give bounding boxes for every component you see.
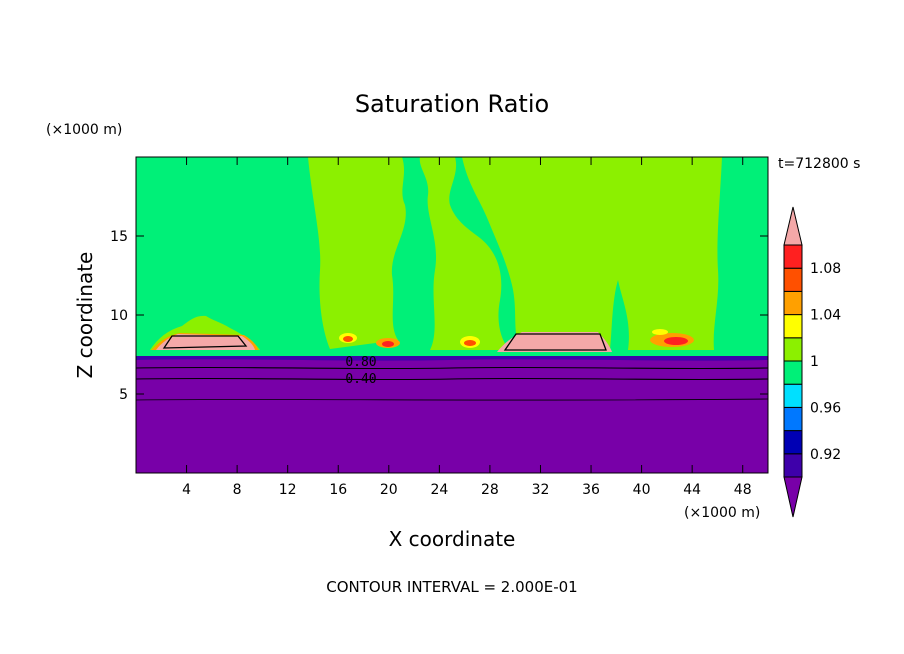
x-tick-label: 4 [182, 482, 191, 498]
colorbar-bin [783, 383, 803, 408]
contour-label-040: 0.40 [345, 372, 376, 387]
y-tick-label: 15 [110, 229, 128, 245]
moist-plume-right [462, 157, 722, 350]
contour-labels: 0.80 0.40 [345, 355, 376, 387]
x-tick-label: 20 [380, 482, 398, 498]
colorbar-bin [783, 360, 803, 385]
y-tick-label: 5 [119, 387, 128, 403]
colorbar-arrow-bottom [783, 476, 803, 518]
contour-interval-note: CONTOUR INTERVAL = 2.000E-01 [326, 578, 577, 596]
turbulent-cells [339, 329, 694, 348]
moist-plume-left [308, 157, 406, 349]
colorbar-bin [783, 453, 803, 478]
x-tick-label: 28 [481, 482, 499, 498]
colorbar-label: 1.08 [810, 261, 841, 277]
colorbar-bin [783, 244, 803, 269]
contour-label-080: 0.80 [345, 355, 376, 370]
chart-title: Saturation Ratio [355, 90, 549, 118]
colorbar-label: 1 [810, 354, 819, 370]
saturation-field [136, 157, 768, 473]
colorbar-bin [783, 406, 803, 432]
y-axis: 5 10 15 [110, 229, 768, 403]
x-tick-label: 32 [532, 482, 550, 498]
colorbar-arrow-top [783, 206, 803, 246]
cloud-left-outline [162, 335, 248, 349]
contour-040 [136, 377, 768, 381]
cloud-center-pink [497, 332, 612, 352]
x-tick-label: 8 [233, 482, 242, 498]
colorbar-label: 0.96 [810, 400, 841, 416]
x-tick-label: 48 [734, 482, 752, 498]
contour-080 [136, 366, 768, 370]
x-axis-title: X coordinate [389, 527, 516, 551]
y-axis-title: Z coordinate [73, 252, 97, 379]
dry-layer [136, 359, 768, 473]
x-tick-label: 44 [683, 482, 701, 498]
moist-plume-mid [419, 157, 510, 350]
colorbar-bin [783, 430, 803, 455]
x-tick-label: 12 [279, 482, 297, 498]
x-tick-label: 16 [329, 482, 347, 498]
x-tick-label: 24 [430, 482, 448, 498]
colorbar-bin [783, 267, 803, 292]
colorbar-bin [783, 314, 803, 339]
x-tick-label: 36 [582, 482, 600, 498]
colorbar-bin [783, 290, 803, 316]
x-axis: 4 8 12 16 20 24 28 32 36 40 44 48 [182, 157, 752, 498]
y-tick-label: 10 [110, 308, 128, 324]
cloud-center-outline [503, 333, 607, 351]
x-tick-label: 40 [633, 482, 651, 498]
colorbar-label: 0.92 [810, 447, 841, 463]
colorbar-label: 1.04 [810, 308, 841, 324]
time-label: t=712800 s [778, 156, 860, 172]
x-unit-label: (×1000 m) [684, 505, 760, 521]
contour-low [136, 398, 768, 401]
y-unit-label: (×1000 m) [46, 122, 122, 138]
colorbar-bin [783, 337, 803, 362]
colorbar: 0.92 0.96 1 1.04 1.08 [783, 206, 841, 518]
